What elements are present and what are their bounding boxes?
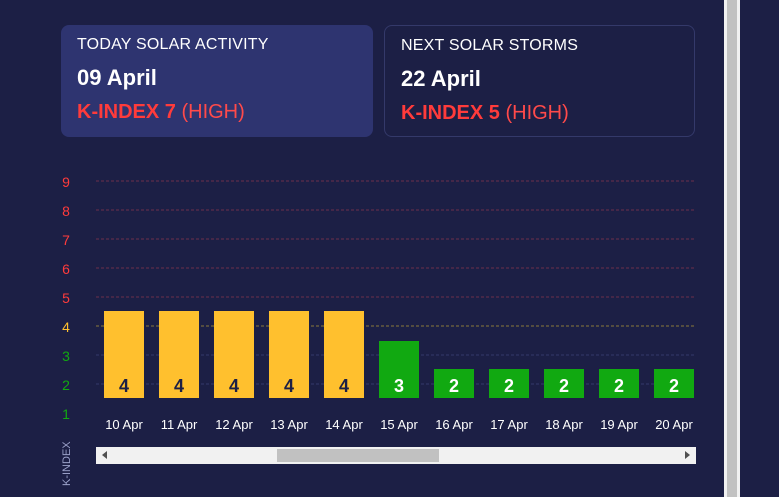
bar-value-label: 4 bbox=[119, 376, 129, 396]
y-tick-label: 1 bbox=[62, 406, 70, 422]
x-tick-label: 13 Apr bbox=[270, 417, 308, 432]
x-tick-label: 15 Apr bbox=[380, 417, 418, 432]
x-tick-label: 19 Apr bbox=[600, 417, 638, 432]
bar bbox=[434, 369, 474, 398]
x-tick-label: 16 Apr bbox=[435, 417, 473, 432]
next-kindex: K-INDEX 5 (HIGH) bbox=[401, 102, 678, 124]
bar bbox=[489, 369, 529, 398]
y-tick-label: 3 bbox=[62, 348, 70, 364]
today-date: 09 April bbox=[77, 65, 157, 90]
next-storms-card: NEXT SOLAR STORMS 22 April K-INDEX 5 (HI… bbox=[384, 25, 695, 137]
bar bbox=[214, 311, 254, 398]
x-tick-label: 11 Apr bbox=[161, 417, 198, 432]
y-tick-label: 5 bbox=[62, 290, 70, 306]
bar bbox=[379, 341, 419, 398]
bar bbox=[104, 311, 144, 398]
scroll-left-icon[interactable] bbox=[102, 451, 107, 459]
bar-value-label: 4 bbox=[229, 376, 239, 396]
bar-value-label: 2 bbox=[559, 376, 569, 396]
bar-value-label: 4 bbox=[174, 376, 184, 396]
bar-value-label: 4 bbox=[284, 376, 294, 396]
x-tick-label: 18 Apr bbox=[545, 417, 583, 432]
side-panel bbox=[740, 0, 779, 497]
y-axis-label: K-INDEX bbox=[61, 441, 73, 486]
today-kindex-level: (HIGH) bbox=[181, 101, 245, 123]
bar-value-label: 4 bbox=[339, 376, 349, 396]
bar-value-label: 2 bbox=[614, 376, 624, 396]
today-kindex: K-INDEX 7 (HIGH) bbox=[77, 101, 357, 123]
x-tick-label: 17 Apr bbox=[490, 417, 528, 432]
x-tick-label: 10 Apr bbox=[105, 417, 143, 432]
bar bbox=[599, 369, 639, 398]
page-vertical-scrollbar[interactable] bbox=[724, 0, 740, 497]
chart-horizontal-scrollbar[interactable] bbox=[96, 447, 696, 464]
scroll-right-icon[interactable] bbox=[685, 451, 690, 459]
next-kindex-value: K-INDEX 5 bbox=[401, 102, 500, 124]
bar-value-label: 3 bbox=[394, 376, 404, 396]
y-tick-label: 8 bbox=[62, 203, 70, 219]
x-tick-label: 20 Apr bbox=[655, 417, 693, 432]
y-tick-label: 9 bbox=[62, 174, 70, 190]
bar bbox=[654, 369, 694, 398]
x-tick-label: 12 Apr bbox=[215, 417, 253, 432]
y-tick-label: 4 bbox=[62, 319, 70, 335]
bar bbox=[269, 311, 309, 398]
today-kindex-value: K-INDEX 7 bbox=[77, 101, 176, 123]
bar bbox=[544, 369, 584, 398]
today-activity-card: TODAY SOLAR ACTIVITY 09 April K-INDEX 7 … bbox=[61, 25, 373, 137]
bar bbox=[159, 311, 199, 398]
next-date: 22 April bbox=[401, 66, 481, 91]
today-label: TODAY SOLAR ACTIVITY bbox=[77, 36, 269, 53]
next-label: NEXT SOLAR STORMS bbox=[401, 37, 579, 54]
y-tick-label: 6 bbox=[62, 261, 70, 277]
scroll-thumb[interactable] bbox=[277, 449, 439, 462]
bar-value-label: 2 bbox=[669, 376, 679, 396]
x-tick-label: 14 Apr bbox=[325, 417, 363, 432]
y-tick-label: 7 bbox=[62, 232, 70, 248]
next-kindex-level: (HIGH) bbox=[505, 102, 569, 124]
bar-value-label: 2 bbox=[449, 376, 459, 396]
bar bbox=[324, 311, 364, 398]
vertical-scroll-thumb[interactable] bbox=[727, 0, 737, 497]
y-tick-label: 2 bbox=[62, 377, 70, 393]
bar-value-label: 2 bbox=[504, 376, 514, 396]
